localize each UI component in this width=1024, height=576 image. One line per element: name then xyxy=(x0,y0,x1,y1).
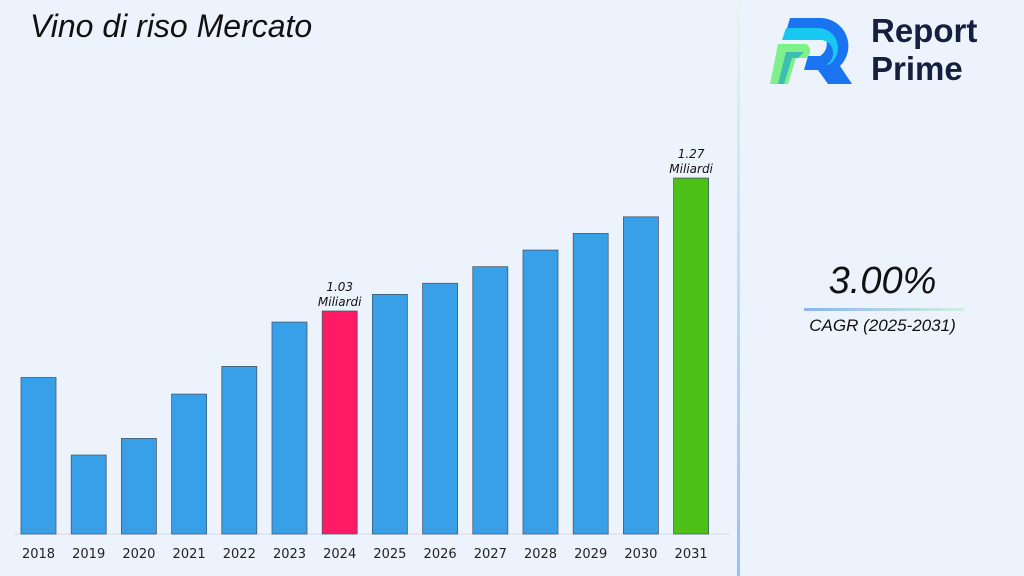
x-tick-label: 2022 xyxy=(223,547,256,562)
x-tick-label: 2029 xyxy=(574,547,607,562)
bar-2027 xyxy=(472,266,509,535)
data-label-unit: Miliardi xyxy=(669,162,713,176)
bar-2019 xyxy=(70,454,107,535)
cagr-underline xyxy=(804,308,964,311)
chart-title: Vino di riso Mercato xyxy=(30,8,313,44)
x-tick-label: 2018 xyxy=(22,547,55,562)
bar-2029 xyxy=(572,233,609,535)
x-tick-label: 2021 xyxy=(173,547,206,562)
x-tick-label: 2023 xyxy=(273,547,306,562)
bar-2030 xyxy=(623,216,659,535)
x-tick-label: 2026 xyxy=(424,547,457,562)
x-tick-label: 2020 xyxy=(122,547,155,562)
data-label-value: 1.03 xyxy=(326,280,353,294)
bar-2023 xyxy=(271,321,308,535)
bar-2022 xyxy=(221,366,258,535)
bar-2024 xyxy=(321,310,358,535)
bar-2031 xyxy=(673,177,709,535)
report-prime-logo-icon xyxy=(770,17,852,84)
bar-2028 xyxy=(522,249,559,535)
cagr-value: 3.00% xyxy=(828,260,937,302)
bar-2025 xyxy=(371,293,408,535)
x-tick-label: 2025 xyxy=(373,547,406,562)
logo-line2: Prime xyxy=(871,50,963,87)
bar-chart: 2018 2019 2020 2021 2022 2023 20241.03Miliardi… xyxy=(14,147,730,562)
x-tick-label: 2028 xyxy=(524,547,557,562)
bar-2021 xyxy=(171,393,208,535)
x-tick-label: 2030 xyxy=(624,547,657,562)
x-tick-label: 2019 xyxy=(72,547,105,562)
bar-2018 xyxy=(20,377,57,535)
divider xyxy=(737,0,740,576)
x-tick-label: 2027 xyxy=(474,547,507,562)
data-label-value: 1.27 xyxy=(678,147,705,161)
bar-2026 xyxy=(422,282,459,535)
logo-line1: Report xyxy=(871,12,978,49)
logo-text: Report Prime xyxy=(871,12,977,88)
cagr-label: CAGR (2025-2031) xyxy=(809,316,956,335)
x-tick-label: 2031 xyxy=(675,547,708,562)
bar-2020 xyxy=(121,438,157,535)
data-label-unit: Miliardi xyxy=(318,295,362,309)
x-tick-label: 2024 xyxy=(323,547,356,562)
